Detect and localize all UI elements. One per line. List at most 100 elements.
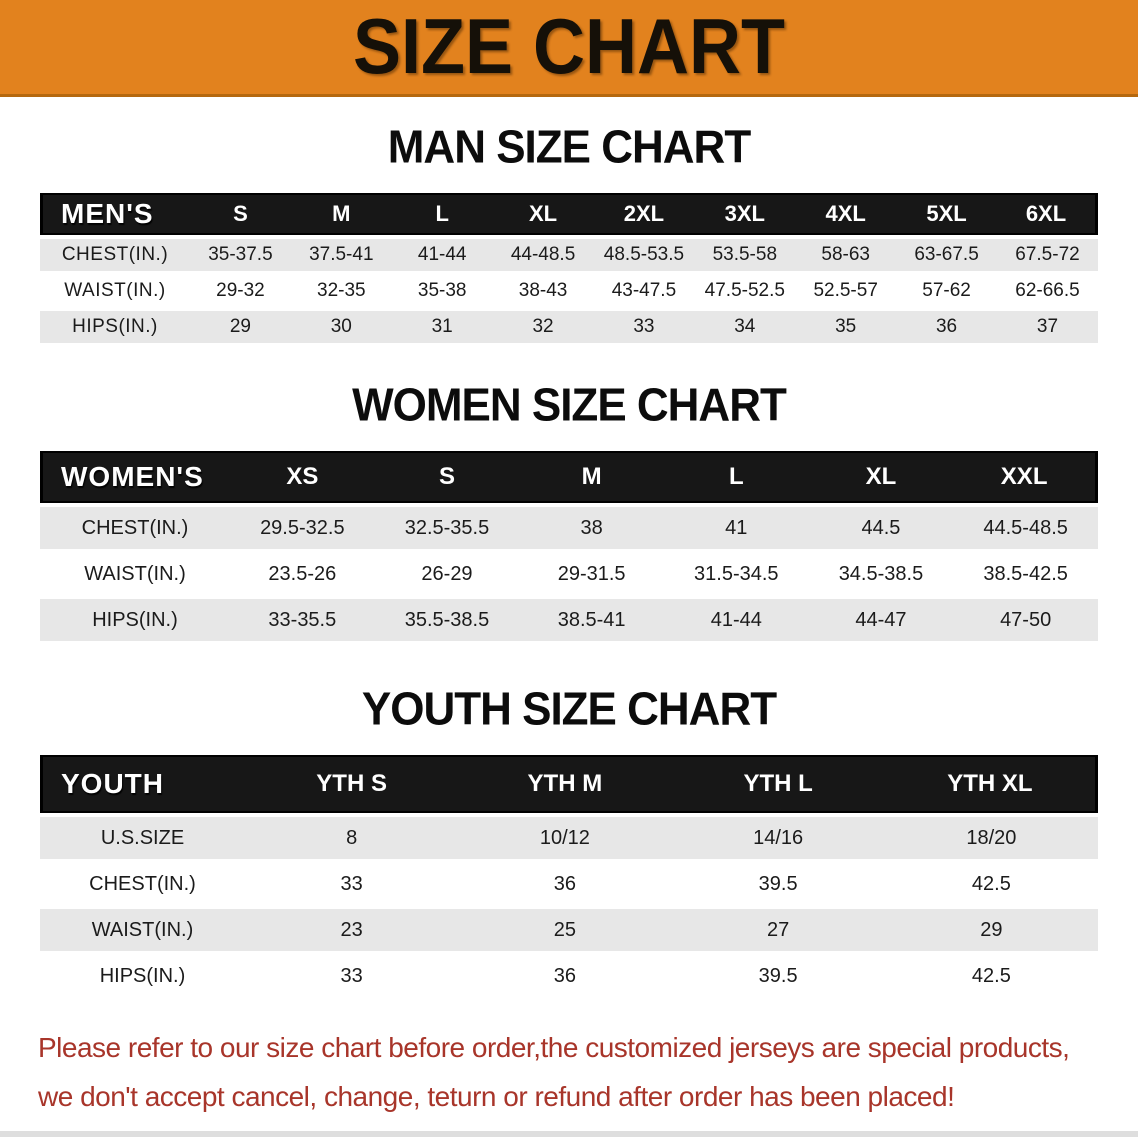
table-cell: 52.5-57 [795, 275, 897, 307]
table-cell: 42.5 [884, 863, 1098, 905]
table-cell: 30 [290, 311, 392, 343]
table-cell: 25 [458, 909, 672, 951]
table-row: CHEST(IN.) 35-37.5 37.5-41 41-44 44-48.5 48.5… [40, 239, 1098, 271]
table-cell: 23.5-26 [230, 553, 375, 595]
table-row: HIPS(IN.) 33-35.5 35.5-38.5 38.5-41 41-44 44-… [40, 599, 1098, 641]
row-label: WAIST(IN.) [40, 909, 245, 951]
table-cell: 39.5 [671, 863, 885, 905]
row-label: HIPS(IN.) [40, 311, 190, 343]
column-header: XL [492, 193, 594, 235]
table-cell: 38-43 [492, 275, 594, 307]
table-cell: 33 [245, 863, 459, 905]
column-header: M [290, 193, 392, 235]
row-label: CHEST(IN.) [40, 239, 190, 271]
table-cell: 29.5-32.5 [230, 507, 375, 549]
table-cell: 32-35 [290, 275, 392, 307]
table-cell: 37.5-41 [290, 239, 392, 271]
table-cell: 31 [391, 311, 493, 343]
man-size-table-wrap: MEN'S S M L XL 2XL 3XL 4XL 5XL 6XL CHEST(IN.) 35-37… [40, 189, 1098, 347]
table-header-label: WOMEN'S [40, 451, 230, 503]
table-cell: 35 [795, 311, 897, 343]
disclaimer-line-2: we don't accept cancel, change, teturn o… [38, 1081, 955, 1112]
youth-size-table-wrap: YOUTH YTH S YTH M YTH L YTH XL U.S.SIZE 8 10/12… [40, 751, 1098, 1001]
table-row: HIPS(IN.) 33 36 39.5 42.5 [40, 955, 1098, 997]
table-header-row: YOUTH YTH S YTH M YTH L YTH XL [40, 755, 1098, 813]
row-label: CHEST(IN.) [40, 863, 245, 905]
table-cell: 34 [694, 311, 796, 343]
column-header: M [519, 451, 664, 503]
size-chart-banner: SIZE CHART [0, 0, 1138, 97]
column-header: YTH S [245, 755, 459, 813]
row-label: WAIST(IN.) [40, 553, 230, 595]
table-cell: 35.5-38.5 [374, 599, 520, 641]
table-cell: 44.5 [808, 507, 954, 549]
column-header: YTH L [671, 755, 885, 813]
table-cell: 53.5-58 [694, 239, 796, 271]
table-cell: 29 [884, 909, 1098, 951]
column-header: XL [808, 451, 954, 503]
table-cell: 27 [671, 909, 885, 951]
table-cell: 23 [245, 909, 459, 951]
row-label: HIPS(IN.) [40, 599, 230, 641]
table-cell: 58-63 [795, 239, 897, 271]
row-label: CHEST(IN.) [40, 507, 230, 549]
table-cell: 48.5-53.5 [593, 239, 695, 271]
table-row: U.S.SIZE 8 10/12 14/16 18/20 [40, 817, 1098, 859]
table-cell: 14/16 [671, 817, 885, 859]
column-header: L [391, 193, 493, 235]
table-cell: 44-48.5 [492, 239, 594, 271]
table-cell: 29-32 [190, 275, 291, 307]
table-cell: 29 [190, 311, 291, 343]
table-cell: 44-47 [808, 599, 954, 641]
table-row: CHEST(IN.) 29.5-32.5 32.5-35.5 38 41 44.5 44.5… [40, 507, 1098, 549]
women-section-title: WOMEN SIZE CHART [352, 379, 787, 432]
table-row: WAIST(IN.) 23 25 27 29 [40, 909, 1098, 951]
column-header: 6XL [997, 193, 1098, 235]
table-cell: 57-62 [896, 275, 997, 307]
table-cell: 41-44 [391, 239, 493, 271]
table-cell: 34.5-38.5 [808, 553, 954, 595]
table-cell: 38.5-42.5 [953, 553, 1098, 595]
table-cell: 35-37.5 [190, 239, 291, 271]
order-disclaimer: Please refer to our size chart before or… [38, 1023, 1100, 1121]
women-size-table: WOMEN'S XS S M L XL XXL CHEST(IN.) 29.5-32.5 32.5… [40, 447, 1098, 645]
row-label: U.S.SIZE [40, 817, 245, 859]
column-header: YTH M [458, 755, 672, 813]
column-header: S [374, 451, 520, 503]
women-size-table-wrap: WOMEN'S XS S M L XL XXL CHEST(IN.) 29.5-32.5 32.5… [40, 447, 1098, 645]
table-cell: 33 [245, 955, 459, 997]
table-cell: 32.5-35.5 [374, 507, 520, 549]
table-header-label: YOUTH [40, 755, 245, 813]
table-row: WAIST(IN.) 23.5-26 26-29 29-31.5 31.5-34.5 34… [40, 553, 1098, 595]
table-cell: 36 [896, 311, 997, 343]
table-cell: 39.5 [671, 955, 885, 997]
table-header-label: MEN'S [40, 193, 190, 235]
banner-title: SIZE CHART [353, 3, 785, 91]
column-header: XS [230, 451, 375, 503]
table-cell: 47-50 [953, 599, 1098, 641]
column-header: YTH XL [884, 755, 1098, 813]
column-header: 3XL [694, 193, 796, 235]
column-header: 4XL [795, 193, 897, 235]
disclaimer-line-1: Please refer to our size chart before or… [38, 1032, 1070, 1063]
table-cell: 41-44 [663, 599, 809, 641]
table-cell: 29-31.5 [519, 553, 664, 595]
table-cell: 31.5-34.5 [663, 553, 809, 595]
table-cell: 44.5-48.5 [953, 507, 1098, 549]
youth-size-table: YOUTH YTH S YTH M YTH L YTH XL U.S.SIZE 8 10/12… [40, 751, 1098, 1001]
table-cell: 63-67.5 [896, 239, 997, 271]
table-header-row: WOMEN'S XS S M L XL XXL [40, 451, 1098, 503]
table-row: CHEST(IN.) 33 36 39.5 42.5 [40, 863, 1098, 905]
table-cell: 47.5-52.5 [694, 275, 796, 307]
table-cell: 43-47.5 [593, 275, 695, 307]
table-row: HIPS(IN.) 29 30 31 32 33 34 35 36 37 [40, 311, 1098, 343]
table-cell: 38 [519, 507, 664, 549]
column-header: 2XL [593, 193, 695, 235]
table-row: WAIST(IN.) 29-32 32-35 35-38 38-43 43-47.5 47.… [40, 275, 1098, 307]
table-cell: 18/20 [884, 817, 1098, 859]
column-header: S [190, 193, 291, 235]
table-cell: 8 [245, 817, 459, 859]
table-cell: 42.5 [884, 955, 1098, 997]
column-header: L [663, 451, 809, 503]
table-cell: 35-38 [391, 275, 493, 307]
